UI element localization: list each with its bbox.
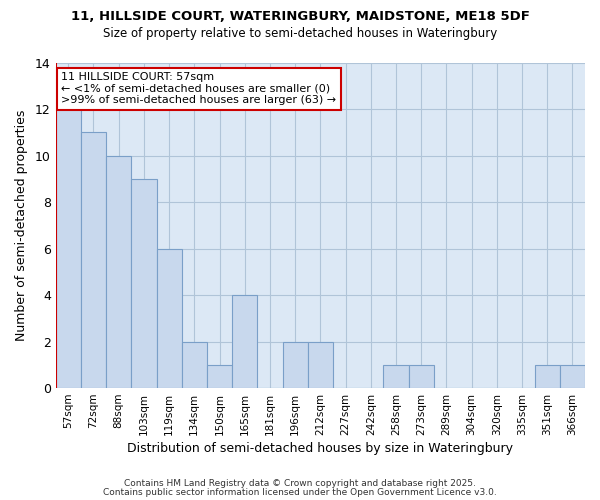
Y-axis label: Number of semi-detached properties: Number of semi-detached properties [15,110,28,341]
Bar [383,365,409,388]
Text: Contains public sector information licensed under the Open Government Licence v3: Contains public sector information licen… [103,488,497,497]
Bar [157,248,182,388]
Bar [131,179,157,388]
Bar [535,365,560,388]
Bar [81,132,106,388]
Text: 11, HILLSIDE COURT, WATERINGBURY, MAIDSTONE, ME18 5DF: 11, HILLSIDE COURT, WATERINGBURY, MAIDST… [71,10,529,23]
Text: 11 HILLSIDE COURT: 57sqm
← <1% of semi-detached houses are smaller (0)
>99% of s: 11 HILLSIDE COURT: 57sqm ← <1% of semi-d… [61,72,336,106]
Text: Contains HM Land Registry data © Crown copyright and database right 2025.: Contains HM Land Registry data © Crown c… [124,478,476,488]
Bar [207,365,232,388]
X-axis label: Distribution of semi-detached houses by size in Wateringbury: Distribution of semi-detached houses by … [127,442,514,455]
Bar [56,109,81,388]
Bar [560,365,585,388]
Bar [182,342,207,388]
Bar [232,295,257,388]
Bar [283,342,308,388]
Bar [308,342,333,388]
Bar [106,156,131,388]
Text: Size of property relative to semi-detached houses in Wateringbury: Size of property relative to semi-detach… [103,28,497,40]
Bar [409,365,434,388]
